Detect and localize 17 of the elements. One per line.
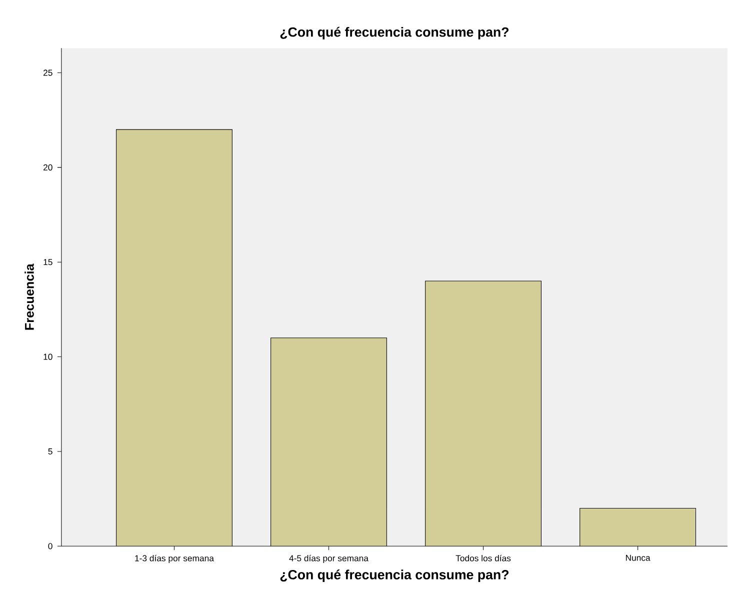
x-tick-label: 1-3 días por semana bbox=[135, 554, 214, 564]
y-tick-label: 10 bbox=[44, 354, 52, 360]
y-tick-label: 5 bbox=[48, 448, 52, 454]
x-tick-label: Nunca bbox=[626, 554, 650, 561]
bar bbox=[425, 281, 542, 546]
y-tick-label: 20 bbox=[44, 164, 52, 170]
bar bbox=[580, 508, 696, 546]
chart-title: ¿Con qué frecuencia consume pan? bbox=[280, 26, 508, 40]
x-axis-title: ¿Con qué frecuencia consume pan? bbox=[280, 570, 508, 582]
bar bbox=[116, 130, 232, 546]
x-tick-label: 4-5 días por semana bbox=[289, 554, 368, 564]
y-axis-title: Frecuencia bbox=[24, 264, 34, 330]
y-tick-label: 15 bbox=[44, 259, 52, 266]
y-tick-label: 25 bbox=[44, 70, 52, 76]
y-tick-label: 0 bbox=[48, 543, 52, 550]
bar bbox=[270, 338, 387, 546]
x-tick-label: Todos los días bbox=[456, 554, 511, 562]
